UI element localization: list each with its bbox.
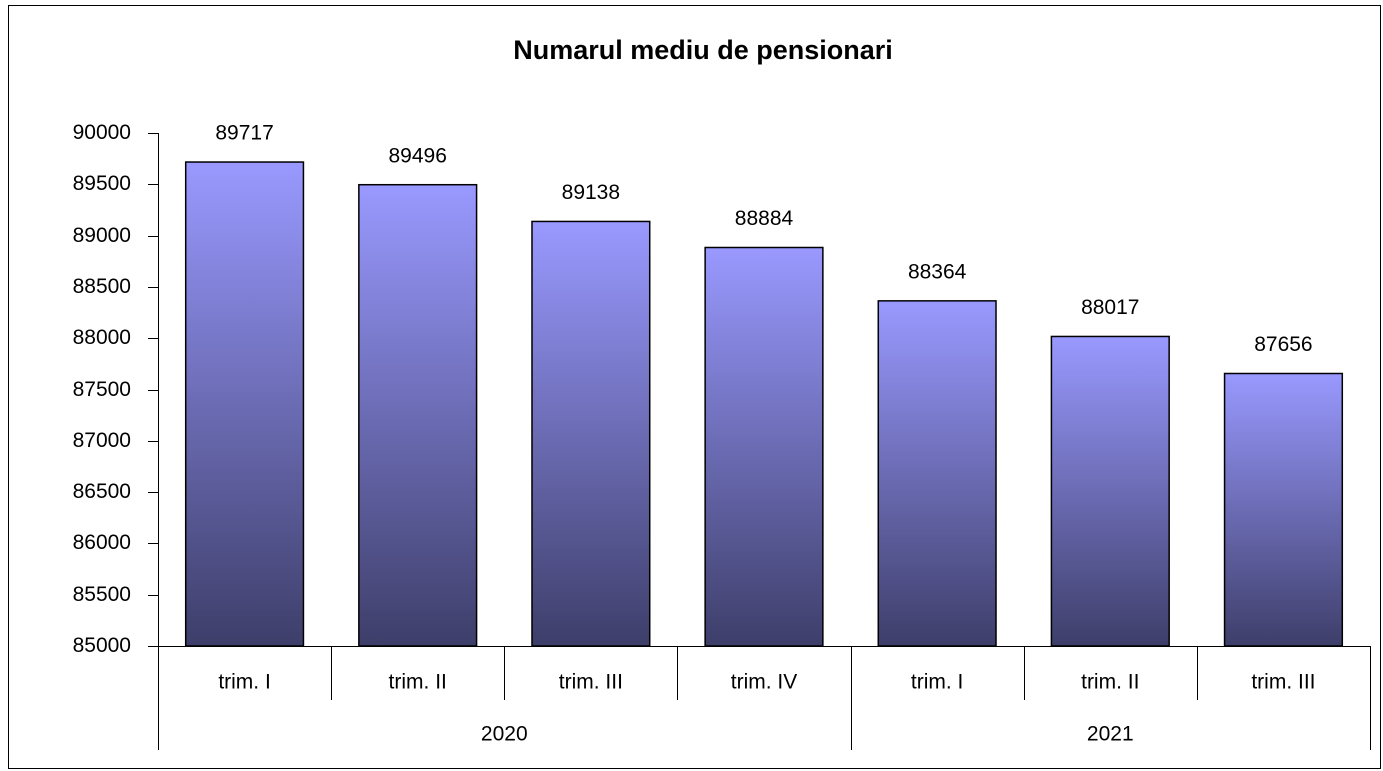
y-tick-label: 85500 (73, 583, 131, 606)
bar (1223, 372, 1344, 647)
y-tick-label: 86000 (73, 531, 131, 554)
y-tick-label: 87500 (73, 378, 131, 401)
group-label: 2021 (1087, 723, 1134, 746)
y-tick-label: 86500 (73, 480, 131, 503)
x-tick-label: trim. I (911, 671, 964, 694)
x-tick-label: trim. II (1081, 671, 1139, 694)
x-tick-label: trim. II (389, 671, 447, 694)
value-label: 88017 (1081, 296, 1139, 319)
value-label: 88884 (735, 207, 794, 230)
x-tick-label: trim. I (218, 671, 271, 694)
y-tick-label: 89000 (73, 224, 131, 247)
y-tick-label: 85000 (73, 634, 131, 657)
x-tick-label: trim. III (1251, 671, 1315, 694)
chart-title: Numarul mediu de pensionari (513, 35, 893, 65)
y-tick-label: 87000 (73, 429, 131, 452)
bar (358, 183, 478, 647)
y-tick-label: 88000 (73, 326, 131, 349)
value-label: 89138 (562, 181, 620, 204)
bar (184, 161, 305, 647)
bar (531, 220, 651, 647)
value-label: 88364 (908, 260, 967, 283)
y-tick-label: 88500 (73, 275, 131, 298)
group-label: 2020 (481, 723, 528, 746)
value-label: 87656 (1254, 333, 1312, 356)
bar (1050, 335, 1170, 647)
value-label: 89496 (389, 144, 447, 167)
x-tick-label: trim. IV (731, 671, 798, 694)
y-tick-label: 90000 (73, 121, 131, 144)
bar (877, 300, 997, 647)
bar (704, 246, 824, 647)
value-label: 89717 (215, 122, 273, 145)
y-tick-label: 89500 (73, 172, 131, 195)
x-tick-label: trim. III (559, 671, 623, 694)
